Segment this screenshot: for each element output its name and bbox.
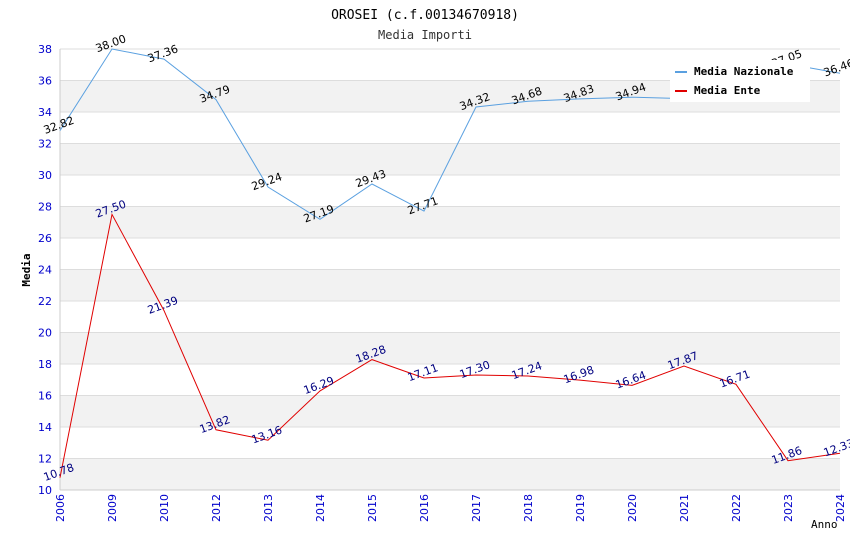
legend: Media Nazionale Media Ente <box>670 60 810 102</box>
grid-band <box>60 112 840 144</box>
y-axis-ticks: 10 12 14 16 18 20 22 24 26 28 30 32 34 36 38 <box>38 43 52 497</box>
y-tick-label: 12 <box>38 453 52 466</box>
chart-subtitle: Media Importi <box>378 28 472 42</box>
grid-band <box>60 301 840 333</box>
y-tick-label: 10 <box>38 484 52 497</box>
x-tick-label: 2021 <box>678 494 691 522</box>
y-tick-label: 38 <box>38 43 52 56</box>
plot-background <box>59 48 840 491</box>
legend-box <box>670 60 810 102</box>
x-tick-label: 2023 <box>782 494 795 522</box>
y-tick-label: 24 <box>38 264 52 277</box>
x-tick-label: 2022 <box>730 494 743 522</box>
x-tick-label: 2012 <box>210 494 223 522</box>
y-tick-label: 14 <box>38 421 52 434</box>
x-tick-label: 2024 <box>834 494 847 522</box>
x-tick-label: 2006 <box>54 494 67 522</box>
y-tick-label: 20 <box>38 327 52 340</box>
x-tick-label: 2019 <box>574 494 587 522</box>
legend-label-media-nazionale: Media Nazionale <box>694 65 794 78</box>
x-tick-label: 2010 <box>158 494 171 522</box>
y-tick-label: 18 <box>38 358 52 371</box>
x-tick-label: 2013 <box>262 494 275 522</box>
x-tick-label: 2015 <box>366 494 379 522</box>
chart-title: OROSEI (c.f.00134670918) <box>331 8 519 23</box>
y-axis-label: Media <box>20 253 33 286</box>
y-tick-label: 30 <box>38 169 52 182</box>
y-tick-label: 16 <box>38 390 52 403</box>
legend-label-media-ente: Media Ente <box>694 84 761 97</box>
y-tick-label: 32 <box>38 138 52 151</box>
grid-band <box>60 332 840 364</box>
x-tick-label: 2014 <box>314 494 327 522</box>
x-tick-label: 2020 <box>626 494 639 522</box>
y-tick-label: 36 <box>38 75 52 88</box>
grid-band <box>60 175 840 207</box>
x-tick-label: 2018 <box>522 494 535 522</box>
grid-band <box>60 206 840 238</box>
x-tick-label: 2016 <box>418 494 431 522</box>
y-tick-label: 26 <box>38 232 52 245</box>
grid-band <box>60 238 840 270</box>
grid-band <box>60 458 840 490</box>
grid-band <box>60 427 840 459</box>
x-tick-label: 2009 <box>106 494 119 522</box>
x-tick-label: 2017 <box>470 494 483 522</box>
x-axis-label: Anno <box>811 518 838 531</box>
grid-band <box>60 395 840 427</box>
y-tick-label: 28 <box>38 201 52 214</box>
y-tick-label: 34 <box>38 106 52 119</box>
grid-band <box>60 269 840 301</box>
series-line-media-ente <box>59 212 841 478</box>
y-tick-label: 22 <box>38 295 52 308</box>
x-axis-ticks: 2006 2009 2010 2012 2013 2014 2015 2016 2017 2018… <box>54 494 847 522</box>
